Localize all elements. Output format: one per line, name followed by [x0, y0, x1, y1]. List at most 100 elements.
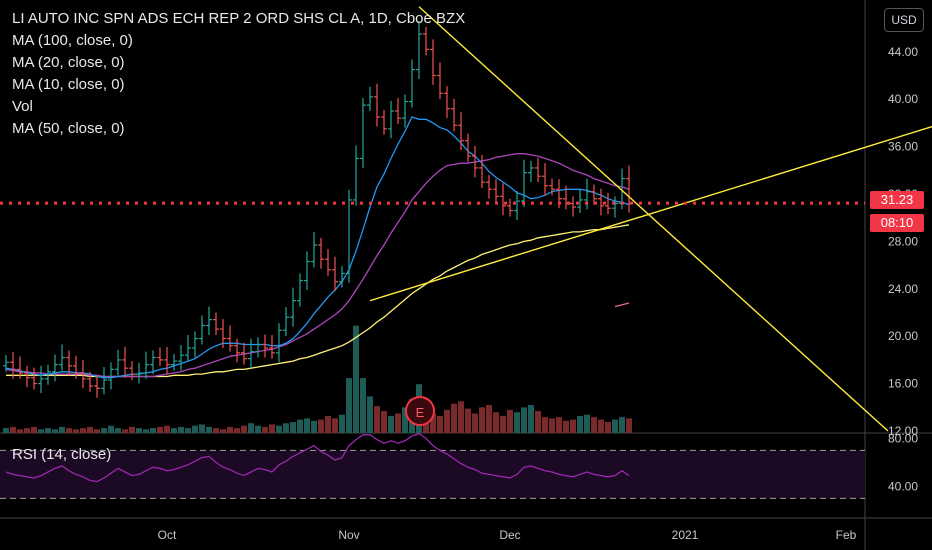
volume-bar [472, 413, 478, 433]
volume-bar [157, 426, 163, 433]
volume-bar [353, 325, 359, 433]
volume-bar [143, 429, 149, 433]
rsi-pane [0, 432, 865, 499]
volume-bar [598, 419, 604, 433]
volume-bar [535, 411, 541, 433]
volume-bar [150, 428, 156, 433]
volume-bar [402, 407, 408, 433]
volume-bar [577, 415, 583, 433]
volume-bar [129, 426, 135, 433]
volume-bar [451, 403, 457, 433]
volume-bar [115, 428, 121, 433]
volume-bar [304, 418, 310, 433]
earnings-badge[interactable]: E [405, 396, 435, 426]
legend-title: LI AUTO INC SPN ADS ECH REP 2 ORD SHS CL… [12, 10, 466, 27]
volume-bar [66, 428, 72, 433]
volume-bar [185, 428, 191, 433]
time-tick-label: Feb [836, 528, 857, 542]
volume-bar [367, 396, 373, 433]
volume-bar [45, 428, 51, 433]
price-tick-label: 20.00 [888, 329, 918, 343]
legend-vol: Vol [12, 98, 33, 115]
countdown-tag: 08:10 [870, 214, 924, 232]
volume-bar [59, 426, 65, 433]
volume-bar [563, 420, 569, 433]
currency-button[interactable]: USD [884, 8, 924, 32]
volume-bar [10, 426, 16, 433]
volume-bar [3, 428, 9, 433]
legend-ma100: MA (100, close, 0) [12, 32, 133, 49]
ma20-line [5, 153, 630, 378]
price-tick-label: 16.00 [888, 377, 918, 391]
ma50-line [6, 224, 630, 378]
moving-averages [5, 116, 630, 379]
volume-bar [24, 428, 30, 433]
volume-bar [521, 407, 527, 433]
volume-bar [437, 415, 443, 433]
legend-ma10: MA (10, close, 0) [12, 76, 125, 93]
volume-bar [164, 425, 170, 433]
volume-bar [136, 428, 142, 433]
rsi-line [5, 432, 630, 483]
ma100-line [614, 302, 630, 308]
rsi-band [0, 450, 865, 499]
volume-bar [444, 409, 450, 433]
price-tick-label: 40.00 [888, 92, 918, 106]
volume-bar [612, 419, 618, 433]
ma10-line [5, 116, 630, 379]
legend-ma20: MA (20, close, 0) [12, 54, 125, 71]
volume-bar [87, 426, 93, 433]
volume-bar [626, 418, 632, 433]
legend-ma50: MA (50, close, 0) [12, 120, 125, 137]
volume-bar [591, 417, 597, 433]
price-tick-label: 44.00 [888, 45, 918, 59]
volume-bar [430, 413, 436, 433]
volume-bar [171, 428, 177, 433]
volume-bar [234, 428, 240, 433]
trendline-ascending [369, 125, 932, 302]
price-tick-label: 24.00 [888, 282, 918, 296]
volume-bar [374, 406, 380, 433]
volume-bar [542, 417, 548, 433]
price-tick-label: 36.00 [888, 140, 918, 154]
volume-bar [38, 429, 44, 433]
time-tick-label: 2021 [672, 528, 699, 542]
volume-bar [101, 428, 107, 433]
volume-bar [479, 407, 485, 433]
volume-bar [570, 419, 576, 433]
trendlines [369, 6, 932, 432]
volume-bar [206, 426, 212, 433]
volume-bar [248, 423, 254, 433]
volume-bar [549, 418, 555, 433]
volume-bar [381, 411, 387, 433]
volume-bar [297, 419, 303, 433]
price-tick-label: 12.00 [888, 424, 918, 438]
volume-bar [94, 429, 100, 433]
volume-bar [318, 419, 324, 433]
volume-bar [276, 425, 282, 433]
volume-bar [465, 408, 471, 433]
volume-bar [486, 404, 492, 433]
volume-bar [339, 414, 345, 433]
volume-bar [388, 415, 394, 433]
volume-bar [178, 426, 184, 433]
rsi-legend: RSI (14, close) [12, 446, 112, 463]
last-price-tag: 31.23 [870, 191, 924, 209]
price-tick-label: 28.00 [888, 234, 918, 248]
volume-bar [255, 425, 261, 433]
volume-bar [17, 429, 23, 433]
volume-bar [325, 415, 331, 433]
volume-bar [122, 429, 128, 433]
volume-bar [199, 424, 205, 433]
volume-bar [619, 417, 625, 433]
volume-bar [458, 401, 464, 433]
volume-bar [269, 424, 275, 433]
time-tick-label: Oct [158, 528, 177, 542]
volume-bar [220, 429, 226, 433]
volume-bar [507, 409, 513, 433]
volume-bar [528, 404, 534, 433]
volume-bar [395, 413, 401, 433]
volume-bar [605, 422, 611, 433]
volume-bar [213, 428, 219, 433]
chart-legend: LI AUTO INC SPN ADS ECH REP 2 ORD SHS CL… [12, 8, 465, 140]
